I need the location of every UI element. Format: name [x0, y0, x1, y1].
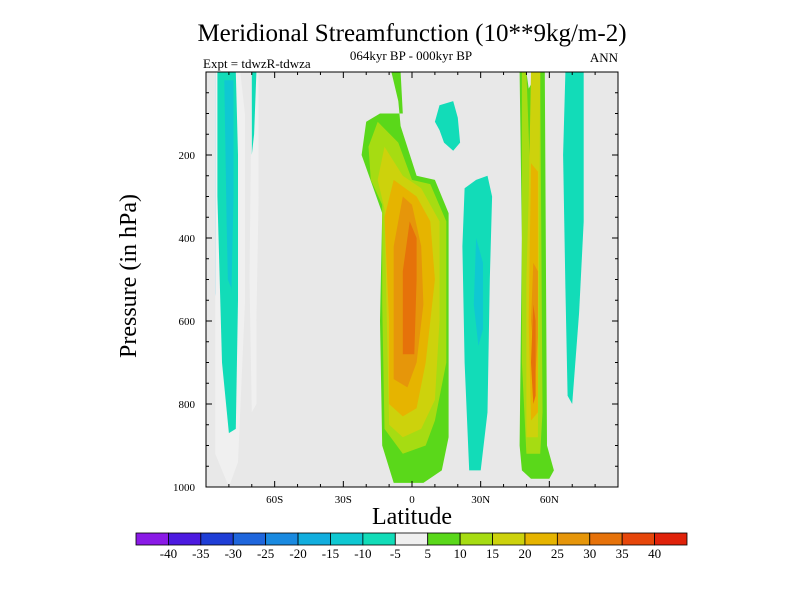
- x-axis: 60S 30S 0 30N 60N: [228, 72, 596, 506]
- y-axis-label: Pressure (in hPa): [116, 194, 142, 358]
- contour-region-22: [563, 72, 584, 404]
- x-tick-label: 60N: [540, 494, 559, 506]
- y-tick-label: 400: [179, 233, 196, 245]
- colorbar-swatch: [200, 532, 234, 546]
- x-tick-label: 30N: [471, 494, 490, 506]
- colorbar-label: 20: [518, 546, 531, 561]
- colorbar-label: 25: [551, 546, 564, 561]
- colorbar-swatch: [362, 532, 396, 546]
- y-tick-label: 1000: [173, 482, 196, 494]
- colorbar-label: 35: [616, 546, 629, 561]
- colorbar-label: -10: [354, 546, 371, 561]
- colorbar-swatch: [168, 532, 202, 546]
- colorbar-label: 30: [583, 546, 596, 561]
- x-tick-label: 30S: [335, 494, 352, 506]
- contour-regions: [215, 72, 584, 487]
- y-tick-label: 200: [179, 150, 196, 162]
- y-axis: 200 400 600 800 1000: [173, 92, 618, 494]
- colorbar-label: 40: [648, 546, 661, 561]
- colorbar-swatch: [621, 532, 655, 546]
- colorbar-label: -20: [289, 546, 306, 561]
- colorbar: -40 -35 -30 -25 -20 -15 -10 -5 5 10 15 20 25 30 35 40: [135, 532, 688, 561]
- colorbar-swatch: [394, 532, 429, 546]
- colorbar-swatch: [654, 532, 688, 546]
- colorbar-swatch: [492, 532, 526, 546]
- contour-region-12: [402, 221, 417, 355]
- colorbar-swatch: [524, 532, 558, 546]
- contour-region-13: [434, 101, 461, 151]
- colorbar-swatch: [427, 532, 461, 546]
- colorbar-swatch: [135, 532, 169, 546]
- colorbar-label: 10: [454, 546, 467, 561]
- colorbar-swatch: [459, 532, 493, 546]
- colorbar-swatch: [330, 532, 364, 546]
- colorbar-label: -25: [257, 546, 274, 561]
- colorbar-label: -15: [322, 546, 339, 561]
- contour-region-5: [249, 72, 259, 413]
- colorbar-swatch: [297, 532, 331, 546]
- contour-region-21: [531, 304, 536, 404]
- colorbar-swatch: [556, 532, 591, 546]
- y-tick-label: 600: [179, 316, 196, 328]
- colorbar-label: -5: [390, 546, 401, 561]
- x-axis-label: Latitude: [372, 504, 452, 530]
- colorbar-label: -35: [192, 546, 209, 561]
- colorbar-swatch: [589, 532, 623, 546]
- x-tick-label: 60S: [266, 494, 283, 506]
- colorbar-label: -30: [225, 546, 242, 561]
- colorbar-label: -40: [160, 546, 177, 561]
- contour-region-6: [251, 72, 257, 155]
- colorbar-label: 5: [424, 546, 431, 561]
- experiment-label: Expt = tdwzR-tdwza: [203, 56, 311, 71]
- season-label: ANN: [590, 50, 619, 65]
- colorbar-swatch: [232, 532, 267, 546]
- plot-area: [205, 71, 619, 488]
- colorbar-swatch: [265, 532, 299, 546]
- contour-region-3: [224, 80, 234, 330]
- chart-title: Meridional Streamfunction (10**9kg/m-2): [197, 20, 626, 47]
- y-tick-label: 800: [179, 399, 196, 411]
- contour-region-4: [224, 271, 234, 363]
- contour-region-15: [473, 238, 483, 346]
- chart-subtitle: 064kyr BP - 000kyr BP: [350, 48, 472, 63]
- colorbar-label: 15: [486, 546, 499, 561]
- x-tick-label: 0: [409, 494, 415, 506]
